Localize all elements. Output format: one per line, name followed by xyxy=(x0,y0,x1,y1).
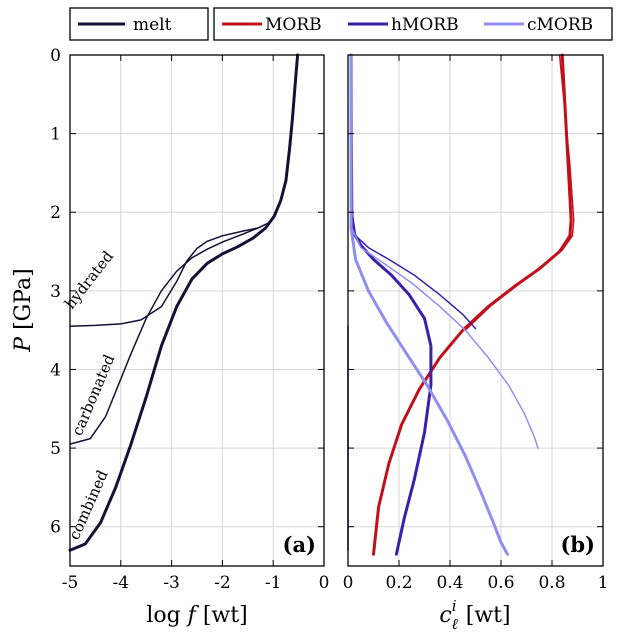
x-axis-label-a-part: log xyxy=(146,603,180,628)
x-tick-label-a-1: -4 xyxy=(113,573,130,593)
series-morb-thick xyxy=(372,53,573,556)
x-axis-label-b-sub: ℓ xyxy=(452,615,458,633)
axes-frame-b xyxy=(347,54,604,567)
y-tick-label-4: 4 xyxy=(50,360,61,380)
x-axis-label-a-part: [wt] xyxy=(196,603,248,628)
y-tick-label-2: 2 xyxy=(50,203,61,223)
series-hmorb-thick xyxy=(349,53,433,556)
annotation-hydrated: hydrated xyxy=(61,247,118,312)
annotation-carbonated: carbonated xyxy=(68,351,118,438)
x-tick-label-b-1: 0.2 xyxy=(385,573,412,593)
series-combined xyxy=(68,53,300,552)
y-tick-label-5: 5 xyxy=(50,439,61,459)
x-axis-label-b-sup: i xyxy=(452,597,457,615)
x-tick-label-a-5: 0 xyxy=(319,573,330,593)
panel-b-plot: 0 0.2 0.4 0.6 0.8 1(b) xyxy=(343,53,609,593)
legend-b-frame xyxy=(213,7,613,41)
x-axis-label-b-base: c xyxy=(439,603,451,628)
y-tick-label-3: 3 xyxy=(50,282,61,302)
panel-a-plot: -5 -4 -3 -2 -1 0(a)0123456hydratedcarbonatedc… xyxy=(50,46,329,593)
x-axis-label-a-part: f xyxy=(181,603,200,628)
x-tick-label-a-0: -5 xyxy=(62,573,79,593)
legend-b: MORB hMORB cMORB xyxy=(213,7,613,41)
series-cmorb-thick xyxy=(349,53,509,556)
panel-label-a: (a) xyxy=(283,532,316,557)
x-tick-label-b-5: 1 xyxy=(598,573,609,593)
x-tick-label-b-4: 0.8 xyxy=(538,573,565,593)
panel-label-b: (b) xyxy=(560,532,595,557)
x-tick-label-b-2: 0.4 xyxy=(436,573,463,593)
y-tick-label-6: 6 xyxy=(50,518,61,538)
series-hmorb-thin xyxy=(350,54,477,330)
y-axis-label-unit: [GPa] xyxy=(11,268,36,337)
series-morb-thin xyxy=(464,54,575,331)
legend-label-cmorb: cMORB xyxy=(527,15,593,35)
x-tick-label-a-4: -1 xyxy=(265,573,282,593)
y-axis-label-var: P xyxy=(11,336,36,353)
x-tick-label-b-3: 0.6 xyxy=(487,573,514,593)
axes-frame-a xyxy=(69,54,325,567)
series-hydrated xyxy=(69,54,299,327)
x-tick-label-b-0: 0 xyxy=(343,573,354,593)
x-axis-label-b-unit: [wt] xyxy=(466,603,511,628)
x-axis-label-a: log f [wt] xyxy=(146,603,247,628)
series-cmorb-thin xyxy=(350,54,539,449)
y-tick-label-1: 1 xyxy=(50,125,61,145)
legend-label-melt: melt xyxy=(133,15,172,35)
x-tick-label-a-2: -3 xyxy=(163,573,180,593)
legend-a: melt xyxy=(69,7,209,41)
annotation-combined: combined xyxy=(65,467,112,542)
legend-label-hmorb: hMORB xyxy=(391,15,459,35)
y-tick-label-0: 0 xyxy=(50,46,61,66)
legend-label-morb: MORB xyxy=(265,15,322,35)
x-tick-label-a-3: -2 xyxy=(214,573,231,593)
x-axis-label-b: ci ℓ [wt] xyxy=(439,597,510,633)
y-axis-label: P [GPa] xyxy=(11,268,36,352)
